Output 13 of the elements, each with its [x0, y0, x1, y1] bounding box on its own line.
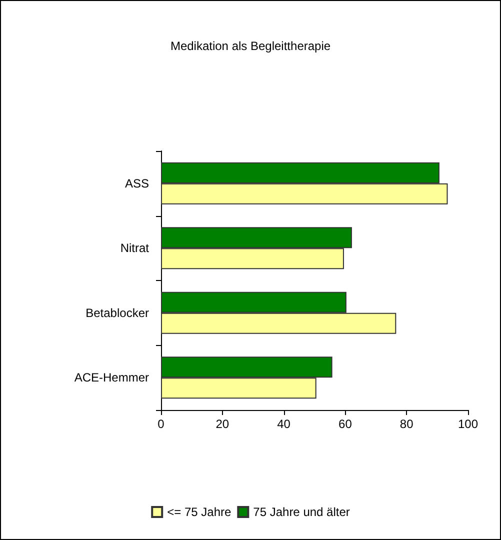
chart-title: Medikation als Begleittherapie: [170, 39, 331, 53]
y-tick-label: Nitrat: [120, 241, 150, 256]
legend-label: <= 75 Jahre: [167, 505, 232, 519]
x-tick-label: 20: [216, 417, 230, 431]
x-tick-label: 0: [158, 417, 165, 431]
x-tick-label: 40: [277, 417, 291, 431]
legend-label: 75 Jahre und älter: [253, 505, 350, 519]
y-tick-label: ACE-Hemmer: [74, 370, 150, 385]
x-tick-label: 80: [400, 417, 414, 431]
y-tick-label: Betablocker: [86, 306, 149, 320]
x-tick-label: 60: [338, 417, 352, 431]
x-tick-label: 100: [458, 417, 478, 431]
y-tick-label: ASS: [124, 176, 149, 190]
